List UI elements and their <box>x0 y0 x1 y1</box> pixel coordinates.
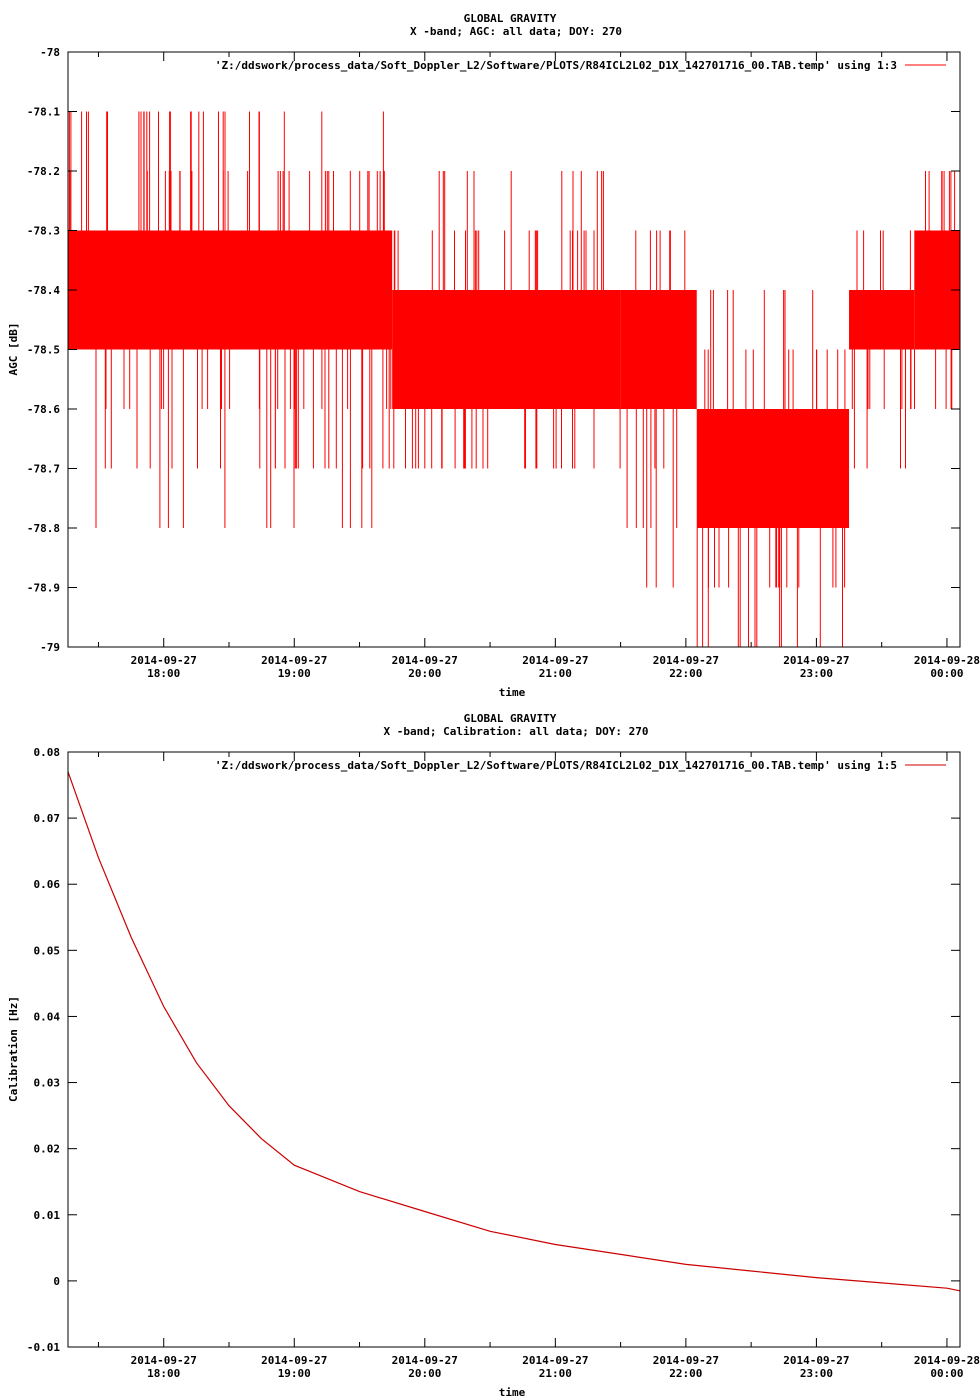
x-tick-date-label: 2014-09-27 <box>522 654 588 667</box>
y-tick-label: 0 <box>53 1275 60 1288</box>
agc-chart: GLOBAL GRAVITY X -band; AGC: all data; D… <box>7 12 980 699</box>
x-tick-date-label: 2014-09-27 <box>261 654 327 667</box>
x-tick-date-label: 2014-09-27 <box>522 1354 588 1367</box>
x-tick-time-label: 18:00 <box>147 1367 180 1380</box>
x-tick-date-label: 2014-09-27 <box>131 654 197 667</box>
y-tick-label: -0.01 <box>27 1341 60 1354</box>
agc-x-ticks: 2014-09-2718:002014-09-2719:002014-09-27… <box>97 52 980 680</box>
x-tick-time-label: 22:00 <box>669 667 702 680</box>
y-tick-label: -78.3 <box>27 225 60 238</box>
x-tick-time-label: 20:00 <box>408 1367 441 1380</box>
calibration-x-axis-label: time <box>499 1386 526 1399</box>
y-tick-label: -78 <box>40 46 60 59</box>
y-tick-label: -78.5 <box>27 344 60 357</box>
agc-y-axis-label: AGC [dB] <box>7 323 20 376</box>
x-tick-time-label: 20:00 <box>408 667 441 680</box>
x-tick-time-label: 00:00 <box>930 667 963 680</box>
y-tick-label: -78.7 <box>27 463 60 476</box>
x-tick-time-label: 21:00 <box>539 1367 572 1380</box>
x-tick-time-label: 22:00 <box>669 1367 702 1380</box>
y-tick-label: -78.1 <box>27 106 60 119</box>
calibration-legend-label: 'Z:/ddswork/process_data/Soft_Doppler_L2… <box>215 759 897 772</box>
calibration-data-layer <box>67 771 961 1292</box>
agc-band <box>620 290 697 409</box>
agc-band <box>696 409 850 528</box>
calibration-chart: GLOBAL GRAVITY X -band; Calibration: all… <box>7 712 980 1399</box>
agc-legend-label: 'Z:/ddswork/process_data/Soft_Doppler_L2… <box>215 59 897 72</box>
calibration-chart-subtitle: X -band; Calibration: all data; DOY: 270 <box>384 725 649 738</box>
x-tick-date-label: 2014-09-28 <box>914 654 980 667</box>
agc-y-ticks: -78 -78.1 -78.2 -78.3 -78.4 -78.5 -78.6 -78.7 -7… <box>27 46 960 654</box>
x-tick-time-label: 19:00 <box>278 667 311 680</box>
y-tick-label: 0.01 <box>34 1209 61 1222</box>
x-tick-date-label: 2014-09-28 <box>914 1354 980 1367</box>
x-tick-date-label: 2014-09-27 <box>653 1354 719 1367</box>
calibration-x-ticks: 2014-09-2718:002014-09-2719:002014-09-27… <box>97 752 980 1380</box>
calibration-line <box>67 771 961 1292</box>
agc-band <box>68 230 393 350</box>
x-tick-date-label: 2014-09-27 <box>131 1354 197 1367</box>
calibration-plot-border <box>67 751 961 1348</box>
agc-chart-title: GLOBAL GRAVITY <box>464 12 557 25</box>
calibration-y-axis-label: Calibration [Hz] <box>7 996 20 1102</box>
y-tick-label: 0.08 <box>34 746 61 759</box>
agc-chart-subtitle: X -band; AGC: all data; DOY: 270 <box>410 25 622 38</box>
x-tick-time-label: 19:00 <box>278 1367 311 1380</box>
x-tick-date-label: 2014-09-27 <box>783 654 849 667</box>
x-tick-time-label: 23:00 <box>800 667 833 680</box>
y-tick-label: 0.03 <box>34 1077 61 1090</box>
agc-data-layer <box>68 111 960 647</box>
agc-band <box>849 290 915 350</box>
calibration-chart-title: GLOBAL GRAVITY <box>464 712 557 725</box>
x-tick-time-label: 21:00 <box>539 667 572 680</box>
y-tick-label: -78.6 <box>27 403 60 416</box>
y-tick-label: 0.02 <box>34 1143 61 1156</box>
y-tick-label: -79 <box>40 641 60 654</box>
agc-x-axis-label: time <box>499 686 526 699</box>
y-tick-label: -78.4 <box>27 284 60 297</box>
x-tick-date-label: 2014-09-27 <box>783 1354 849 1367</box>
y-tick-label: -78.2 <box>27 165 60 178</box>
y-tick-label: -78.9 <box>27 582 60 595</box>
y-tick-label: 0.05 <box>34 944 61 957</box>
x-tick-date-label: 2014-09-27 <box>392 1354 458 1367</box>
x-tick-date-label: 2014-09-27 <box>261 1354 327 1367</box>
y-tick-label: 0.06 <box>34 878 61 891</box>
x-tick-time-label: 23:00 <box>800 1367 833 1380</box>
x-tick-time-label: 18:00 <box>147 667 180 680</box>
y-tick-label: -78.8 <box>27 522 60 535</box>
y-tick-label: 0.04 <box>34 1010 61 1023</box>
agc-band <box>392 290 621 409</box>
x-tick-date-label: 2014-09-27 <box>392 654 458 667</box>
x-tick-time-label: 00:00 <box>930 1367 963 1380</box>
y-tick-label: 0.07 <box>34 812 61 825</box>
x-tick-date-label: 2014-09-27 <box>653 654 719 667</box>
calibration-y-ticks: 0.08 0.07 0.06 0.05 0.04 0.03 0.02 0.01 0 -0.01 <box>27 746 960 1354</box>
